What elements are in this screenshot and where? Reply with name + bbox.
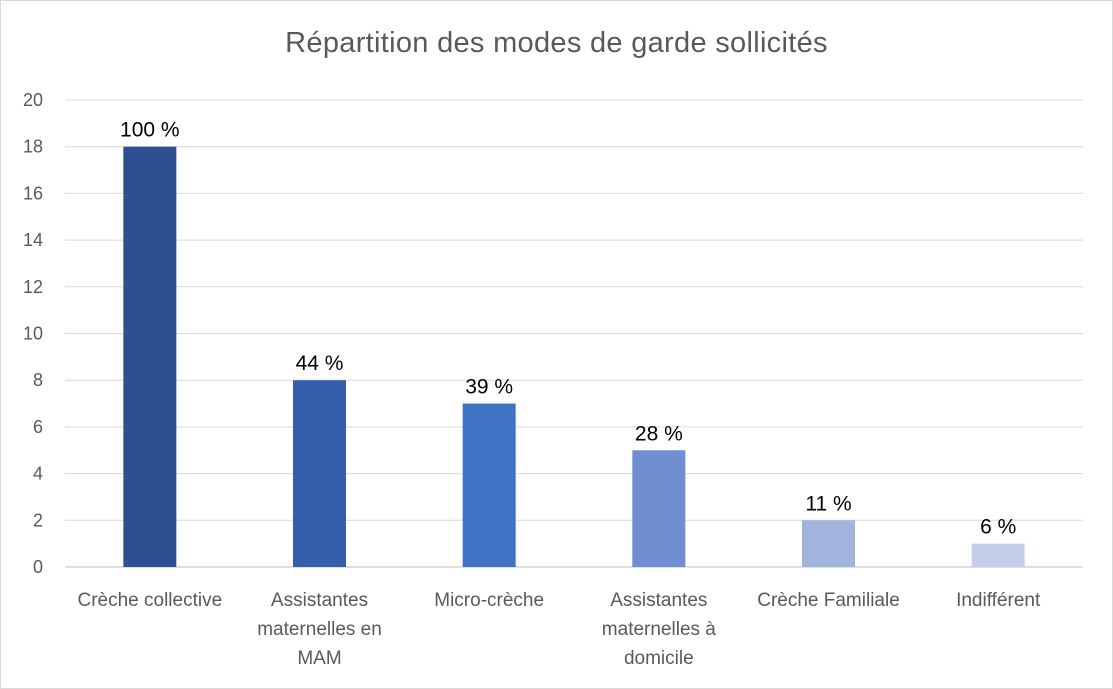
x-category-label: Assistantes maternelles en MAM	[257, 590, 382, 669]
bar	[293, 380, 346, 567]
bar	[462, 403, 516, 567]
x-category-label: Crèche Familiale	[757, 590, 900, 611]
y-tick-label: 12	[23, 277, 43, 297]
y-tick-label: 10	[23, 324, 43, 344]
x-category-label: Micro-crèche	[434, 590, 544, 611]
y-tick-label: 16	[23, 183, 43, 203]
bar	[632, 450, 686, 567]
data-label: 44 %	[296, 352, 344, 375]
data-label: 100 %	[120, 119, 180, 142]
x-category-label: Assistantes maternelles à domicile	[602, 590, 716, 669]
y-tick-label: 2	[33, 510, 43, 530]
bar	[971, 543, 1025, 567]
data-label: 39 %	[465, 376, 513, 399]
bar	[123, 146, 177, 567]
x-category-label: Crèche collective	[77, 590, 222, 611]
x-category-label: Indifférent	[956, 590, 1041, 611]
chart-title: Répartition des modes de garde sollicité…	[285, 27, 828, 59]
bar	[802, 520, 855, 567]
y-tick-label: 14	[23, 230, 43, 250]
y-tick-label: 20	[23, 90, 43, 110]
y-tick-label: 4	[33, 464, 43, 484]
y-tick-label: 0	[33, 557, 43, 577]
y-tick-label: 8	[33, 370, 43, 390]
y-tick-label: 18	[23, 137, 43, 157]
data-label: 6 %	[980, 516, 1016, 539]
data-label: 28 %	[635, 422, 683, 445]
y-tick-label: 6	[33, 417, 43, 437]
data-label: 11 %	[805, 492, 851, 515]
